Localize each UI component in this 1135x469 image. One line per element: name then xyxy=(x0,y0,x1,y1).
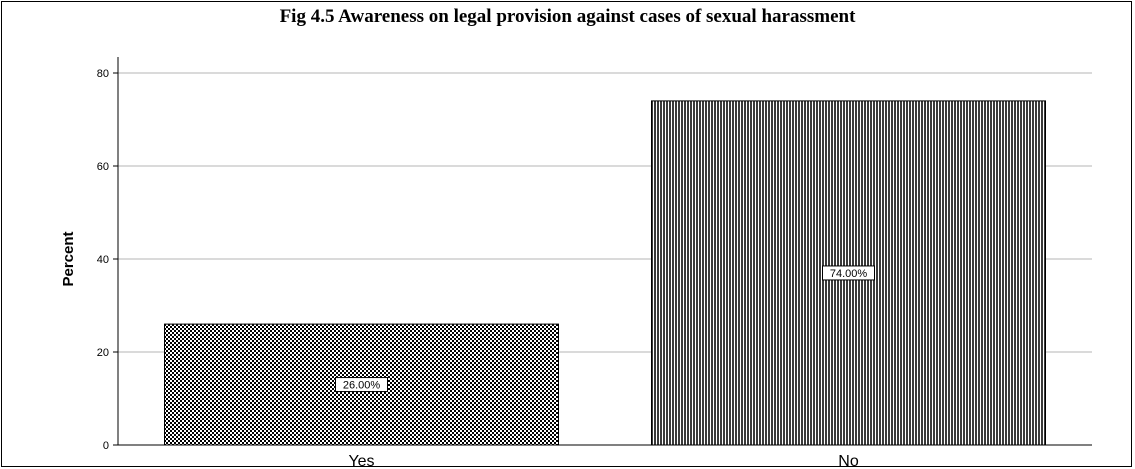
y-tick-label: 80 xyxy=(97,68,109,80)
y-tick-label: 0 xyxy=(103,440,109,452)
labels: 0 20 40 60 80 26.00% Yes 74.00% No xyxy=(97,68,875,469)
data-label-box xyxy=(822,265,875,281)
bars xyxy=(164,100,1046,446)
x-tick-label: Yes xyxy=(348,453,374,469)
data-label: 26.00% xyxy=(343,380,381,392)
y-tick-label: 20 xyxy=(97,347,109,359)
data-label-box xyxy=(335,377,388,393)
data-label: 74.00% xyxy=(830,268,868,280)
y-tick-label: 40 xyxy=(97,254,109,266)
chart-title: Fig 4.5 Awareness on legal provision aga… xyxy=(279,6,856,27)
x-tick-label: No xyxy=(838,453,859,469)
y-tick-label: 60 xyxy=(97,161,109,173)
y-axis-label: Percent xyxy=(60,231,77,286)
